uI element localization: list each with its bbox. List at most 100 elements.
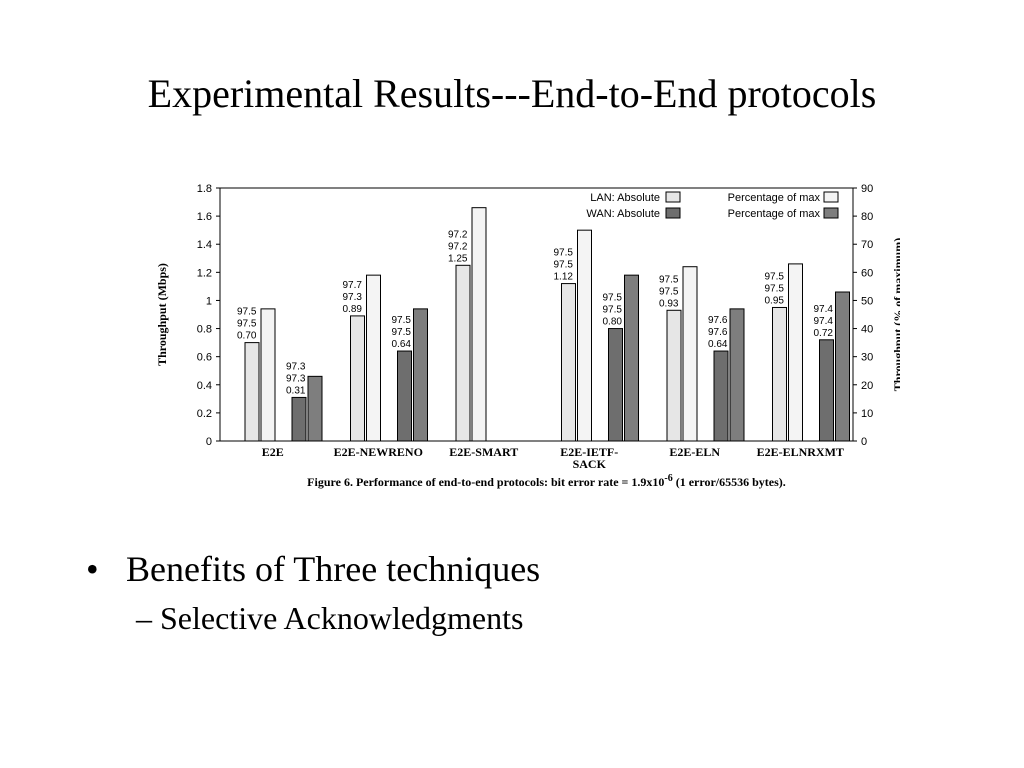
- x-tick-label: E2E-SMART: [449, 445, 518, 459]
- bullet-text: Benefits of Three techniques: [126, 549, 541, 589]
- legend-swatch: [823, 191, 839, 203]
- y2-tick-label: 90: [861, 183, 873, 195]
- lan-data-label: 97.5: [554, 260, 574, 271]
- lan-absolute-bar: [772, 306, 787, 442]
- wan-data-label: 0.31: [286, 385, 306, 396]
- x-tick-label: E2E-NEWRENO: [334, 445, 423, 459]
- lan-data-label: 97.5: [554, 248, 574, 259]
- wan-data-label: 0.64: [392, 339, 412, 350]
- lan-data-label: 97.5: [765, 271, 785, 282]
- lan-data-label: 97.5: [659, 274, 679, 285]
- lan-data-label: 0.89: [343, 304, 363, 315]
- wan-data-label: 0.72: [814, 328, 834, 339]
- wan-percent-bar: [624, 274, 639, 442]
- y-tick-label: 0: [206, 436, 212, 448]
- lan-percent-bar: [577, 229, 592, 442]
- wan-data-label: 97.4: [814, 304, 834, 315]
- lan-data-label: 0.93: [659, 298, 679, 309]
- wan-absolute-bar: [397, 350, 412, 442]
- slide-title: Experimental Results---End-to-End protoc…: [147, 71, 877, 116]
- legend-swatch: [665, 207, 681, 219]
- y-tick-label: 1.8: [197, 183, 212, 195]
- sub-bullet-item: – Selective Acknowledgments: [136, 600, 524, 637]
- wan-absolute-bar: [608, 328, 623, 442]
- y-tick-label: 0.4: [197, 380, 212, 392]
- lan-data-label: 1.12: [554, 272, 574, 283]
- lan-data-label: 97.5: [237, 319, 257, 330]
- x-tick-label-cont: SACK: [573, 457, 607, 471]
- y-tick-label: 0.2: [197, 408, 212, 420]
- lan-data-label: 0.70: [237, 331, 257, 342]
- wan-data-label: 97.3: [286, 373, 306, 384]
- wan-absolute-bar: [291, 396, 307, 442]
- wan-data-label: 97.6: [708, 315, 728, 326]
- x-tick-label: E2E: [262, 445, 284, 459]
- bullet-item: • Benefits of Three techniques: [86, 548, 966, 591]
- y-tick-label: 1.6: [197, 211, 212, 223]
- y-tick-label: 0.8: [197, 324, 212, 336]
- lan-absolute-bar: [244, 342, 260, 442]
- lan-data-label: 97.5: [237, 307, 257, 318]
- wan-percent-bar: [729, 308, 745, 442]
- y2-tick-label: 30: [861, 352, 873, 364]
- y2-tick-label: 70: [861, 239, 873, 251]
- wan-data-label: 97.5: [603, 305, 623, 316]
- lan-data-label: 97.2: [448, 229, 468, 240]
- lan-absolute-bar: [455, 264, 471, 442]
- caption-text: Figure 6. Performance of end-to-end prot…: [307, 475, 664, 489]
- y2-tick-label: 20: [861, 380, 873, 392]
- y-tick-label: 1: [206, 295, 212, 307]
- wan-data-label: 97.5: [392, 327, 412, 338]
- y-tick-label: 1.2: [197, 267, 212, 279]
- lan-data-label: 97.5: [659, 286, 679, 297]
- legend-swatch: [823, 207, 839, 219]
- lan-data-label: 97.5: [765, 283, 785, 294]
- wan-data-label: 0.64: [708, 339, 728, 350]
- y-tick-label: 1.4: [197, 239, 212, 251]
- y2-tick-label: 10: [861, 408, 873, 420]
- caption-text-end: (1 error/65536 bytes).: [673, 475, 786, 489]
- lan-percent-bar: [471, 207, 487, 442]
- lan-data-label: 97.2: [448, 241, 468, 252]
- lan-data-label: 0.95: [765, 295, 785, 306]
- lan-data-label: 1.25: [448, 253, 468, 264]
- x-tick-label: E2E-ELN: [669, 445, 720, 459]
- y-axis-title: Throughput (Mbps): [155, 263, 169, 366]
- y2-tick-label: 60: [861, 267, 873, 279]
- wan-absolute-bar: [713, 350, 729, 442]
- lan-percent-bar: [260, 308, 276, 442]
- lan-absolute-bar: [350, 315, 365, 442]
- y2-tick-label: 80: [861, 211, 873, 223]
- caption-exponent: -6: [664, 473, 672, 484]
- y-tick-label: 0.6: [197, 352, 212, 364]
- lan-data-label: 97.7: [343, 280, 363, 291]
- throughput-bar-chart: 0 0.2 0.4 0.6 0.8 1 1.2 1.4 1.6 1.8 0 10 20 30 40 50 60 7…: [155, 183, 900, 489]
- lan-percent-bar: [366, 274, 381, 442]
- y2-tick-label: 50: [861, 295, 873, 307]
- bullet-marker: •: [86, 549, 99, 589]
- wan-absolute-bar: [819, 339, 834, 442]
- legend-label: WAN: Absolute: [586, 208, 660, 220]
- lan-percent-bar: [788, 263, 803, 442]
- wan-data-label: 97.4: [814, 316, 834, 327]
- wan-percent-bar: [307, 375, 323, 442]
- bullet-list: • Benefits of Three techniques – Selecti…: [86, 548, 966, 638]
- legend-label: Percentage of max: [728, 208, 821, 220]
- x-tick-label: E2E-ELNRXMT: [757, 445, 844, 459]
- wan-data-label: 97.5: [603, 293, 623, 304]
- lan-data-label: 97.3: [343, 292, 363, 303]
- y2-axis-title: Throughput (% of maximum): [891, 238, 900, 391]
- wan-data-label: 97.6: [708, 327, 728, 338]
- legend-label: LAN: Absolute: [590, 192, 660, 204]
- lan-percent-bar: [682, 266, 698, 442]
- x-tick-label: E2E-IETF-: [560, 445, 618, 459]
- lan-absolute-bar: [561, 283, 576, 442]
- wan-data-label: 97.3: [286, 361, 306, 372]
- wan-percent-bar: [835, 291, 850, 442]
- wan-data-label: 97.5: [392, 315, 412, 326]
- lan-absolute-bar: [666, 309, 682, 442]
- legend-label: Percentage of max: [728, 192, 821, 204]
- plot-frame: [219, 187, 854, 442]
- wan-data-label: 0.80: [603, 317, 623, 328]
- wan-percent-bar: [413, 308, 428, 442]
